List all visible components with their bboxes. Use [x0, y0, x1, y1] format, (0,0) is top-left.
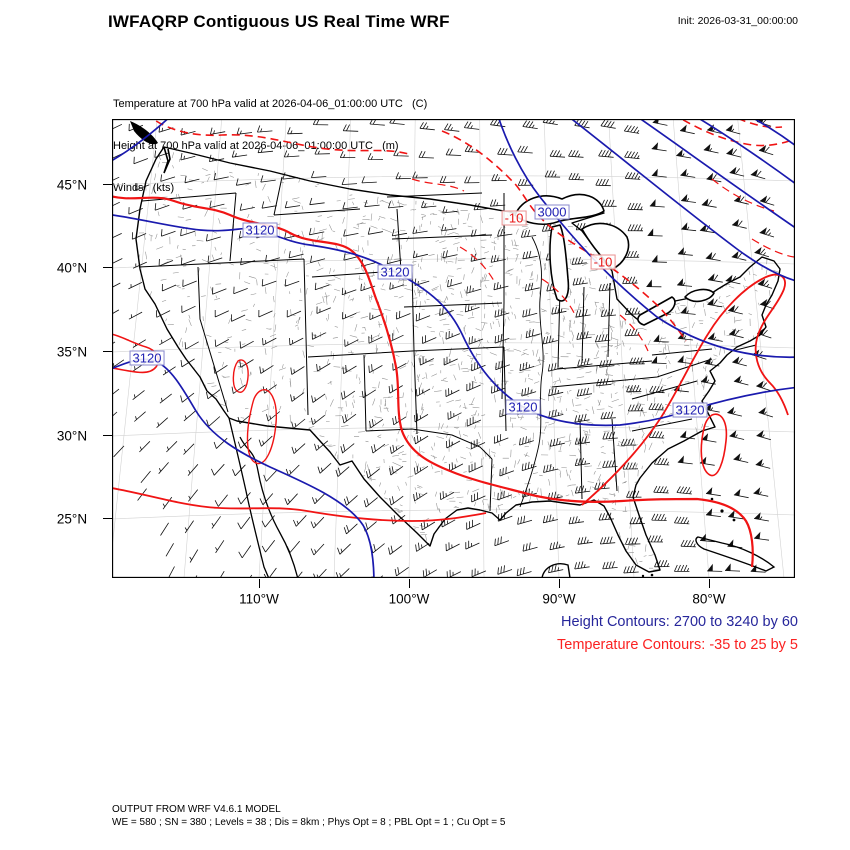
temperature-contours-dashed [151, 119, 795, 352]
lon-tick [409, 579, 410, 588]
height-field-line: Height at 700 hPa valid at 2026-04-06_01… [113, 140, 399, 152]
map-frame [112, 119, 795, 578]
graticule-lines [112, 119, 795, 578]
wind-barbs [112, 119, 775, 578]
mississippi-river-boundary [519, 236, 544, 508]
wind-barb-pennants [646, 119, 768, 572]
lat-axis-label: 45°N [56, 177, 88, 193]
lake-erie [637, 296, 676, 326]
lat-tick [103, 267, 112, 268]
height-contours [112, 119, 795, 578]
temperature-field-line: Temperature at 700 hPa valid at 2026-04-… [113, 98, 428, 110]
lon-axis-label: 90°W [542, 591, 576, 607]
model-info-block: OUTPUT FROM WRF V4.6.1 MODEL WE = 580 ; … [112, 803, 505, 829]
contour-label: 3120 [129, 350, 165, 366]
bahamas-islands [641, 497, 736, 578]
mexico-baja-coastline [228, 417, 299, 578]
contour-label: -10 [501, 210, 527, 226]
map-panel: 3120 3120 -10 3000 -10 3120 3120 3120 [112, 119, 795, 578]
lake-huron [581, 222, 630, 270]
lon-tick [709, 579, 710, 588]
field-info-block: Temperature at 700 hPa valid at 2026-04-… [113, 69, 427, 223]
puget-sound [163, 146, 171, 174]
lat-tick [103, 435, 112, 436]
county-boundaries-texture [136, 147, 780, 572]
temperature-contour-legend: Temperature Contours: -35 to 25 by 5 [557, 637, 798, 653]
lon-axis-label: 80°W [692, 591, 726, 607]
contour-label: 3120 [377, 264, 413, 280]
contour-label: -10 [590, 254, 616, 270]
lake-ontario [684, 288, 715, 303]
lat-tick [103, 351, 112, 352]
contour-label: 3120 [242, 222, 278, 238]
model-config-line: WE = 580 ; SN = 380 ; Levels = 38 ; Dis … [112, 817, 506, 828]
lon-axis-label: 100°W [388, 591, 430, 607]
lat-axis-label: 30°N [56, 428, 88, 444]
lake-michigan [549, 224, 570, 302]
contour-label: 3120 [505, 399, 541, 415]
init-time-label: Init: 2026-03-31_00:00:00 [677, 15, 798, 27]
lon-tick [559, 579, 560, 588]
page-title: IWFAQRP Contiguous US Real Time WRF [108, 12, 450, 31]
weather-map-canvas [112, 119, 795, 578]
lat-axis-label: 35°N [56, 344, 88, 360]
lat-axis-label: 40°N [56, 260, 88, 276]
lon-axis-label: 110°W [239, 591, 279, 607]
lat-tick [103, 518, 112, 519]
contour-label: 3000 [534, 204, 570, 220]
height-contour-legend: Height Contours: 2700 to 3240 by 60 [561, 614, 798, 630]
state-boundaries [138, 176, 757, 512]
model-version-line: OUTPUT FROM WRF V4.6.1 MODEL [112, 804, 281, 815]
temperature-contours [112, 195, 789, 568]
lon-tick [259, 579, 260, 588]
lat-tick [103, 184, 112, 185]
vancouver-island [130, 121, 158, 145]
cuba-outline [695, 536, 776, 572]
lat-axis-label: 25°N [56, 511, 88, 527]
yucatan-outline [541, 563, 571, 578]
contour-label: 3120 [672, 402, 708, 418]
